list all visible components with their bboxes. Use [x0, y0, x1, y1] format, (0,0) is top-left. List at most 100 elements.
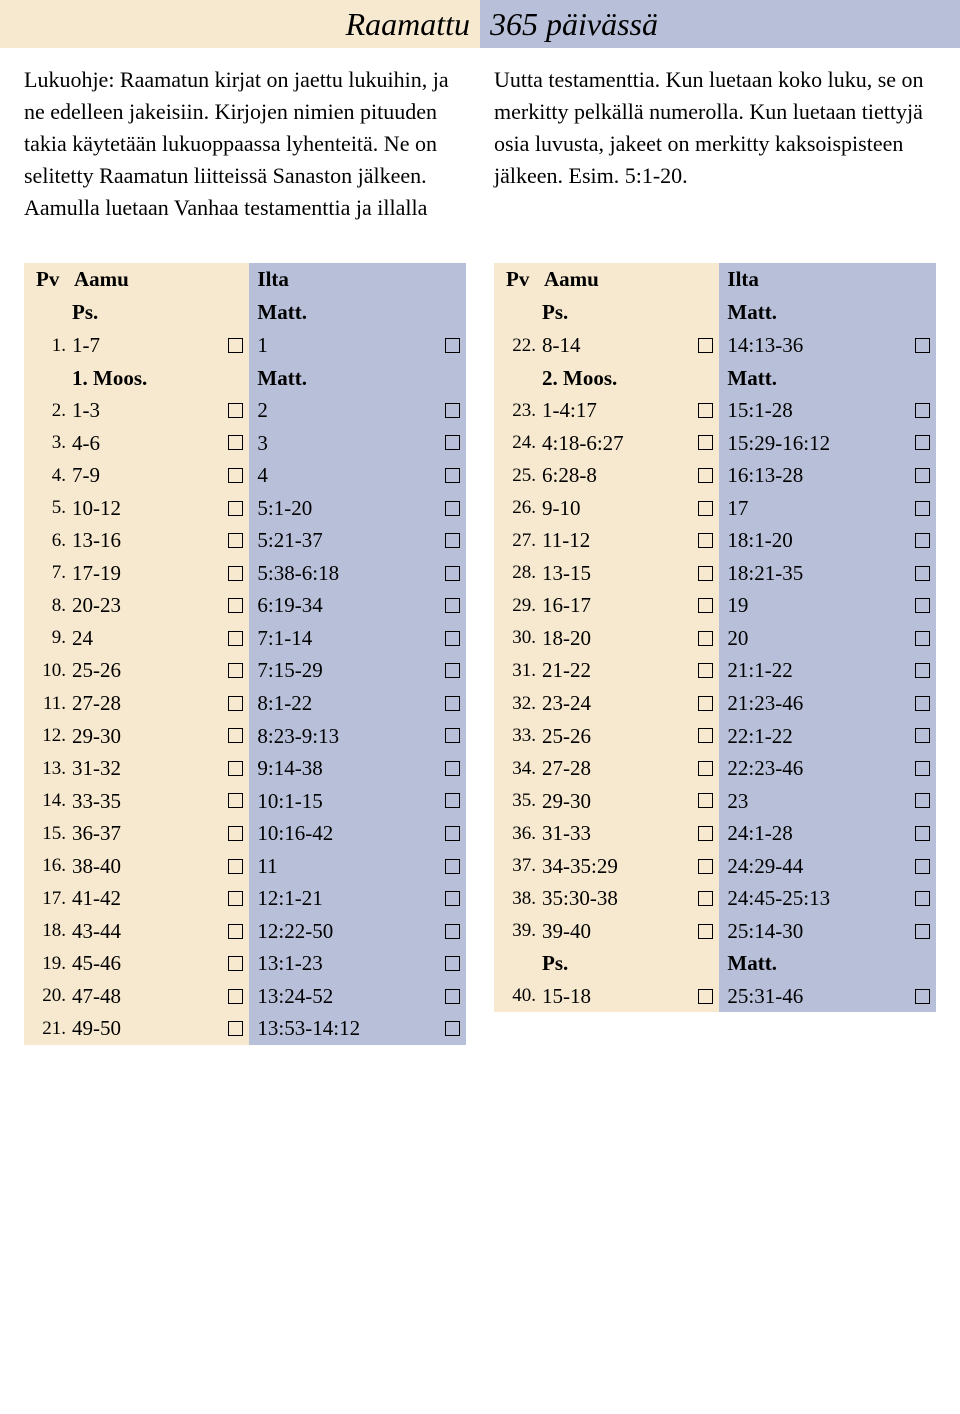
- ilta-cell: 24:45-25:13: [719, 882, 936, 915]
- aamu-checkbox[interactable]: [228, 891, 243, 906]
- aamu-checkbox[interactable]: [698, 533, 713, 548]
- reading-row: 16.38-4011: [24, 850, 466, 883]
- aamu-checkbox[interactable]: [228, 696, 243, 711]
- aamu-checkbox[interactable]: [698, 826, 713, 841]
- day-number: 10.: [36, 656, 72, 685]
- aamu-checkbox[interactable]: [228, 956, 243, 971]
- ilta-checkbox[interactable]: [915, 728, 930, 743]
- aamu-checkbox[interactable]: [698, 924, 713, 939]
- reading-row: 25.6:28-816:13-28: [494, 459, 936, 492]
- ilta-cell: Matt.: [719, 296, 936, 329]
- ilta-checkbox[interactable]: [915, 468, 930, 483]
- ilta-checkbox[interactable]: [445, 501, 460, 516]
- aamu-checkbox[interactable]: [228, 338, 243, 353]
- ilta-checkbox[interactable]: [445, 696, 460, 711]
- ilta-checkbox[interactable]: [915, 924, 930, 939]
- aamu-checkbox[interactable]: [698, 403, 713, 418]
- aamu-checkbox[interactable]: [698, 989, 713, 1004]
- aamu-checkbox[interactable]: [698, 891, 713, 906]
- ilta-checkbox[interactable]: [915, 826, 930, 841]
- ilta-checkbox[interactable]: [445, 859, 460, 874]
- aamu-checkbox[interactable]: [228, 468, 243, 483]
- ilta-cell: 22:1-22: [719, 720, 936, 753]
- ilta-checkbox[interactable]: [445, 728, 460, 743]
- aamu-checkbox[interactable]: [698, 338, 713, 353]
- day-number: 29.: [506, 591, 542, 620]
- section-row: 2. Moos.Matt.: [494, 362, 936, 395]
- aamu-checkbox[interactable]: [698, 631, 713, 646]
- aamu-checkbox[interactable]: [228, 859, 243, 874]
- aamu-checkbox[interactable]: [698, 859, 713, 874]
- ilta-checkbox[interactable]: [445, 956, 460, 971]
- aamu-checkbox[interactable]: [228, 826, 243, 841]
- aamu-checkbox[interactable]: [228, 631, 243, 646]
- ilta-checkbox[interactable]: [915, 338, 930, 353]
- ilta-checkbox[interactable]: [445, 566, 460, 581]
- ilta-checkbox[interactable]: [445, 924, 460, 939]
- ilta-checkbox[interactable]: [915, 793, 930, 808]
- day-number: 3.: [36, 428, 72, 457]
- aamu-checkbox[interactable]: [698, 468, 713, 483]
- ilta-checkbox[interactable]: [915, 566, 930, 581]
- ilta-checkbox[interactable]: [445, 761, 460, 776]
- ilta-checkbox[interactable]: [915, 501, 930, 516]
- ilta-checkbox[interactable]: [445, 663, 460, 678]
- ilta-checkbox[interactable]: [915, 435, 930, 450]
- aamu-checkbox[interactable]: [228, 435, 243, 450]
- aamu-checkbox[interactable]: [228, 989, 243, 1004]
- aamu-checkbox[interactable]: [228, 761, 243, 776]
- ilta-checkbox[interactable]: [915, 989, 930, 1004]
- aamu-checkbox[interactable]: [228, 1021, 243, 1036]
- ilta-checkbox[interactable]: [915, 663, 930, 678]
- ilta-checkbox[interactable]: [445, 631, 460, 646]
- ilta-checkbox[interactable]: [915, 533, 930, 548]
- ilta-checkbox[interactable]: [445, 1021, 460, 1036]
- reading-row: 9.247:1-14: [24, 622, 466, 655]
- ilta-checkbox[interactable]: [915, 761, 930, 776]
- ilta-checkbox[interactable]: [915, 403, 930, 418]
- ilta-checkbox[interactable]: [445, 533, 460, 548]
- day-number: 39.: [506, 916, 542, 945]
- day-number: 1.: [36, 331, 72, 360]
- aamu-checkbox[interactable]: [698, 566, 713, 581]
- ilta-cell: 12:1-21: [249, 882, 466, 915]
- aamu-checkbox[interactable]: [228, 501, 243, 516]
- aamu-checkbox[interactable]: [228, 663, 243, 678]
- ilta-checkbox[interactable]: [915, 598, 930, 613]
- aamu-checkbox[interactable]: [698, 663, 713, 678]
- aamu-checkbox[interactable]: [228, 924, 243, 939]
- ilta-checkbox[interactable]: [445, 989, 460, 1004]
- ilta-checkbox[interactable]: [445, 338, 460, 353]
- ilta-checkbox[interactable]: [445, 793, 460, 808]
- aamu-checkbox[interactable]: [228, 403, 243, 418]
- reading-row: 23.1-4:1715:1-28: [494, 394, 936, 427]
- ilta-reading: 5:21-37: [257, 524, 445, 557]
- aamu-checkbox[interactable]: [228, 533, 243, 548]
- aamu-checkbox[interactable]: [698, 793, 713, 808]
- aamu-checkbox[interactable]: [698, 696, 713, 711]
- ilta-checkbox[interactable]: [445, 435, 460, 450]
- aamu-checkbox[interactable]: [228, 793, 243, 808]
- aamu-cell: 13.31-32: [24, 752, 249, 785]
- aamu-checkbox[interactable]: [228, 566, 243, 581]
- aamu-checkbox[interactable]: [228, 728, 243, 743]
- aamu-cell: 7.17-19: [24, 557, 249, 590]
- ilta-checkbox[interactable]: [915, 859, 930, 874]
- aamu-checkbox[interactable]: [698, 501, 713, 516]
- ilta-checkbox[interactable]: [445, 468, 460, 483]
- ilta-checkbox[interactable]: [445, 403, 460, 418]
- ilta-checkbox[interactable]: [445, 891, 460, 906]
- aamu-checkbox[interactable]: [698, 728, 713, 743]
- aamu-checkbox[interactable]: [698, 761, 713, 776]
- aamu-checkbox[interactable]: [228, 598, 243, 613]
- aamu-cell: 5.10-12: [24, 492, 249, 525]
- ilta-checkbox[interactable]: [915, 631, 930, 646]
- ilta-checkbox[interactable]: [445, 826, 460, 841]
- aamu-checkbox[interactable]: [698, 598, 713, 613]
- aamu-checkbox[interactable]: [698, 435, 713, 450]
- ilta-checkbox[interactable]: [445, 598, 460, 613]
- aamu-reading: 33-35: [72, 785, 228, 818]
- ilta-checkbox[interactable]: [915, 696, 930, 711]
- ilta-checkbox[interactable]: [915, 891, 930, 906]
- day-number: 17.: [36, 884, 72, 913]
